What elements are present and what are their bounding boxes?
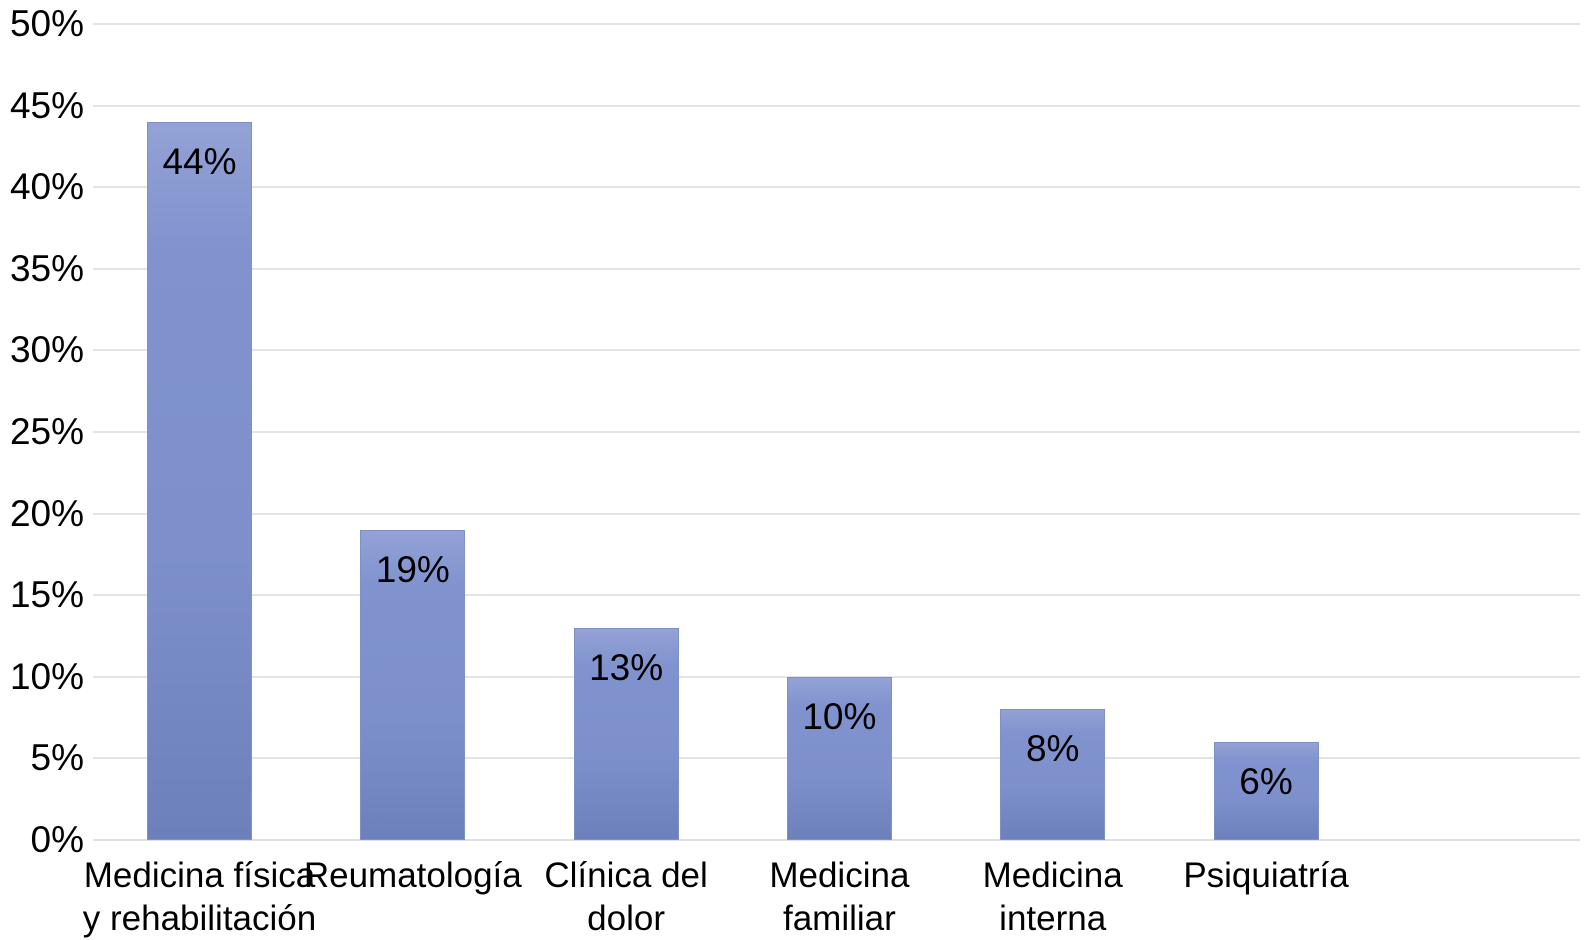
x-axis-category-label: Medicina familiar <box>769 856 910 938</box>
x-axis-category-label: Psiquiatría <box>1183 856 1349 895</box>
gridline <box>93 349 1580 352</box>
bar-value-label: 19% <box>375 548 450 590</box>
gridline <box>93 594 1580 597</box>
bar-value-label: 13% <box>589 646 664 688</box>
bar: 6% <box>1213 742 1319 840</box>
x-axis-line <box>93 839 1580 841</box>
x-axis-category-label: Reumatología <box>303 856 522 895</box>
x-axis-category-label: Medicina interna <box>982 856 1123 938</box>
y-axis-tick-label: 40% <box>9 166 84 208</box>
bar: 10% <box>786 676 892 840</box>
bar-value-label: 8% <box>1025 728 1080 770</box>
bar: 8% <box>1000 709 1106 840</box>
x-axis-category-label: Clínica del dolor <box>544 856 708 938</box>
bar-value-label: 6% <box>1239 761 1293 803</box>
bar: 44% <box>147 121 252 840</box>
bar: 19% <box>360 529 466 840</box>
y-axis-tick-label: 0% <box>30 819 84 860</box>
gridline <box>93 186 1580 189</box>
bar-value-label: 44% <box>162 140 237 182</box>
bar: 13% <box>573 627 679 840</box>
bar-value-label: 10% <box>802 695 877 737</box>
gridline <box>93 104 1580 107</box>
gridline <box>93 431 1580 433</box>
y-axis-tick-label: 10% <box>9 655 84 697</box>
x-axis-category-label: Medicina física y rehabilitación <box>82 856 317 938</box>
y-axis-tick-label: 15% <box>9 574 84 616</box>
y-axis-tick-label: 25% <box>9 411 84 452</box>
y-axis-tick-label: 30% <box>9 329 84 371</box>
gridline <box>93 512 1580 515</box>
y-axis-tick-label: 45% <box>9 84 84 126</box>
y-axis-tick-label: 5% <box>30 737 84 779</box>
y-axis-tick-label: 20% <box>9 492 84 534</box>
gridline <box>93 267 1580 270</box>
y-axis-tick-label: 35% <box>9 247 84 289</box>
y-axis-tick-label: 50% <box>9 3 84 44</box>
gridline <box>93 23 1580 25</box>
